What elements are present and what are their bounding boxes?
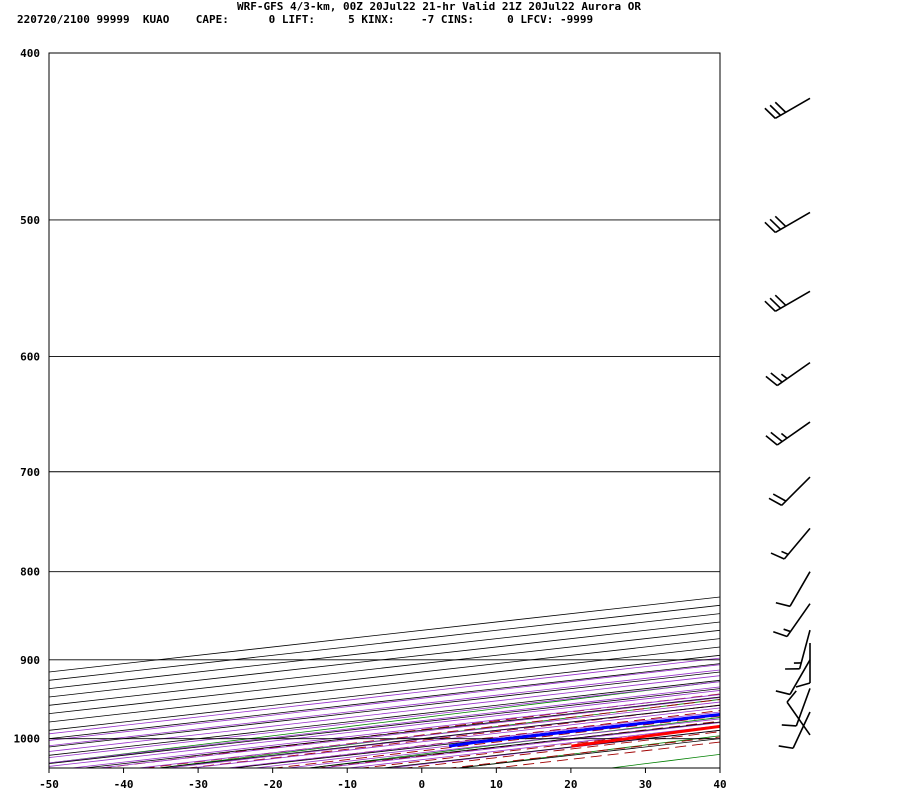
dry-adiabat-line <box>305 717 720 768</box>
pressure-tick-label: 1000 <box>14 733 41 746</box>
moist-adiabat-line <box>97 693 720 768</box>
temperature-tick-label: -40 <box>114 778 134 791</box>
wind-barb <box>778 711 811 750</box>
isotherm-gridline <box>84 696 720 768</box>
moist-adiabat-line <box>271 715 720 768</box>
mixing-ratio-line <box>284 718 720 768</box>
pressure-tick-label: 400 <box>20 47 40 60</box>
mixing-ratio-line <box>135 701 720 768</box>
mixing-ratio-line <box>68 694 720 768</box>
isotherm-gridline <box>49 688 720 765</box>
pressure-tick-label: 800 <box>20 566 40 579</box>
chart-title: WRF-GFS 4/3-km, 00Z 20Jul22 21-hr Valid … <box>237 0 641 13</box>
moist-adiabat-line <box>490 741 720 768</box>
temperature-tick-label: 10 <box>490 778 503 791</box>
wind-barb <box>765 361 811 387</box>
pressure-tick-label: 900 <box>20 654 40 667</box>
temperature-tick-label: 30 <box>639 778 652 791</box>
wind-barb <box>764 290 811 312</box>
wind-barb <box>795 642 811 688</box>
mixing-ratio-line <box>187 707 720 768</box>
temperature-profile <box>571 724 720 748</box>
dewpoint-profile <box>448 713 720 748</box>
mixing-ratio-line <box>49 657 720 735</box>
moist-adiabat-line <box>314 720 720 768</box>
mixing-ratio-line <box>49 664 720 741</box>
isotherm-gridline <box>159 704 720 768</box>
dry-adiabat-line <box>49 681 720 764</box>
mixing-ratio-line <box>95 697 720 768</box>
moist-adiabat-line <box>358 726 720 768</box>
wind-barb <box>768 476 811 507</box>
sounding-info-line: 220720/2100 99999 KUAO CAPE: 0 LIFT: 5 K… <box>17 13 594 26</box>
wind-barb <box>786 690 811 736</box>
mixing-ratio-line <box>318 722 720 768</box>
mixing-ratio-line <box>386 729 720 768</box>
isotherm-gridline <box>49 596 720 673</box>
isotherm-gridline <box>49 638 720 715</box>
wind-barb <box>773 603 811 638</box>
mixing-ratio-line <box>49 686 720 764</box>
dry-adiabat-line <box>800 15 900 783</box>
pressure-tick-label: 600 <box>20 350 40 363</box>
wind-barb <box>765 421 811 446</box>
mixing-ratio-line <box>164 704 720 768</box>
mixing-ratio-line <box>251 714 720 768</box>
isotherm-gridline <box>233 713 720 768</box>
mixing-ratio-line <box>49 681 720 758</box>
dry-adiabat-line <box>456 735 720 768</box>
wind-barb <box>764 97 811 120</box>
pressure-tick-label: 700 <box>20 466 40 479</box>
temperature-tick-label: -30 <box>188 778 208 791</box>
mixing-ratio-line <box>49 669 720 747</box>
wind-barb <box>775 659 811 696</box>
moist-adiabat-line <box>228 710 720 768</box>
isotherm-gridline <box>49 613 720 690</box>
isotherm-gridline <box>308 721 720 768</box>
isotherm-gridline <box>49 646 720 723</box>
temperature-tick-label: -10 <box>337 778 357 791</box>
moist-adiabat-line <box>184 704 720 768</box>
plot-frame <box>48 52 721 769</box>
dry-adiabat-line <box>155 698 720 768</box>
isotherm-gridline <box>382 729 720 768</box>
pressure-tick-label: 500 <box>20 214 40 227</box>
wind-barb <box>775 571 811 608</box>
mixing-ratio-line <box>49 675 720 752</box>
temperature-tick-label: 0 <box>418 778 425 791</box>
wind-barb <box>785 629 811 670</box>
wind-barb <box>770 527 811 560</box>
mixing-ratio-line <box>223 711 720 768</box>
wind-barb <box>764 211 811 234</box>
temperature-tick-label: 20 <box>564 778 577 791</box>
moist-adiabat-line <box>402 731 720 768</box>
isotherm-gridline <box>49 629 720 706</box>
temperature-tick-label: 40 <box>713 778 726 791</box>
mixing-ratio-line <box>344 725 720 768</box>
temperature-tick-label: -20 <box>263 778 283 791</box>
temperature-tick-label: -50 <box>39 778 59 791</box>
mixing-ratio-line <box>49 690 720 767</box>
isotherm-gridline <box>49 621 720 698</box>
isotherm-gridline <box>49 604 720 681</box>
